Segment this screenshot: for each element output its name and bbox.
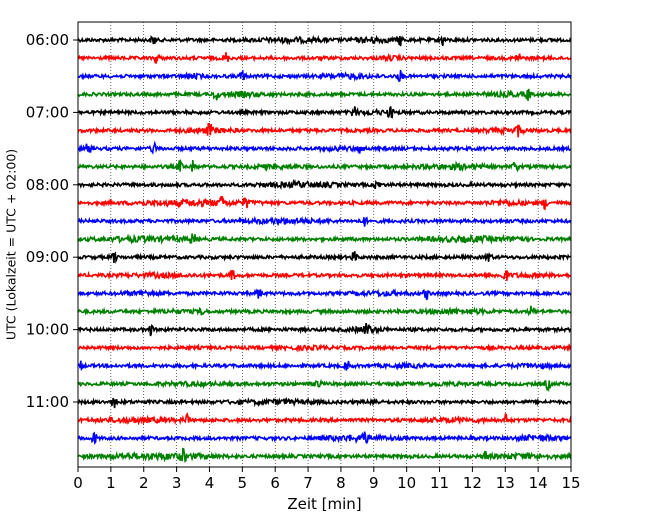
trace-0730 (77, 140, 572, 155)
x-tick-label: 6 (270, 474, 280, 492)
trace-0830 (77, 215, 572, 227)
y-tick-label: 11:00 (26, 393, 69, 411)
y-tick-label: 09:00 (26, 248, 69, 266)
x-tick-label: 12 (463, 474, 482, 492)
y-tick-label: 06:00 (26, 31, 69, 49)
x-tick-label: 7 (303, 474, 313, 492)
trace-1000 (77, 322, 572, 337)
trace-0800 (77, 178, 572, 191)
trace-0845 (77, 233, 572, 246)
trace-0600 (77, 34, 572, 47)
x-axis-ticks: 0 1 2 3 4 5 6 7 8 9 10 11 12 13 14 15 (73, 467, 581, 492)
trace-1100 (77, 396, 572, 409)
trace-1045 (77, 378, 572, 393)
x-tick-label: 1 (106, 474, 116, 492)
x-tick-label: 5 (238, 474, 248, 492)
trace-0630 (77, 69, 572, 83)
trace-0715 (77, 123, 572, 138)
x-tick-label: 11 (430, 474, 449, 492)
trace-0700 (77, 106, 572, 119)
trace-1130 (77, 431, 572, 446)
trace-0945 (77, 305, 572, 317)
trace-0645 (77, 88, 572, 101)
x-tick-label: 15 (561, 474, 580, 492)
x-tick-label: 0 (73, 474, 83, 492)
trace-0915 (77, 269, 572, 281)
trace-1015 (77, 343, 572, 353)
x-tick-label: 3 (172, 474, 182, 492)
trace-0815 (77, 195, 572, 211)
trace-1030 (77, 360, 572, 372)
trace-0900 (77, 251, 572, 264)
x-axis-label: Zeit [min] (287, 495, 361, 513)
y-tick-label: 07:00 (26, 103, 69, 121)
trace-layer (77, 34, 572, 463)
y-axis-ticks: 06:00 07:00 08:00 09:00 10:00 11:00 (26, 31, 78, 411)
y-tick-label: 10:00 (26, 321, 69, 339)
x-tick-label: 14 (529, 474, 548, 492)
x-tick-label: 9 (369, 474, 379, 492)
y-axis-label: UTC (Lokalzeit = UTC + 02:00) (4, 149, 19, 340)
x-tick-label: 8 (336, 474, 346, 492)
trace-0930 (77, 287, 572, 301)
trace-1115 (77, 412, 572, 426)
x-tick-label: 2 (139, 474, 149, 492)
x-tick-label: 13 (496, 474, 515, 492)
trace-0745 (77, 158, 572, 173)
trace-0615 (77, 52, 572, 65)
trace-1145 (77, 447, 572, 463)
plot-frame (77, 21, 572, 468)
x-tick-label: 10 (397, 474, 416, 492)
y-tick-label: 08:00 (26, 176, 69, 194)
x-tick-label: 4 (205, 474, 215, 492)
